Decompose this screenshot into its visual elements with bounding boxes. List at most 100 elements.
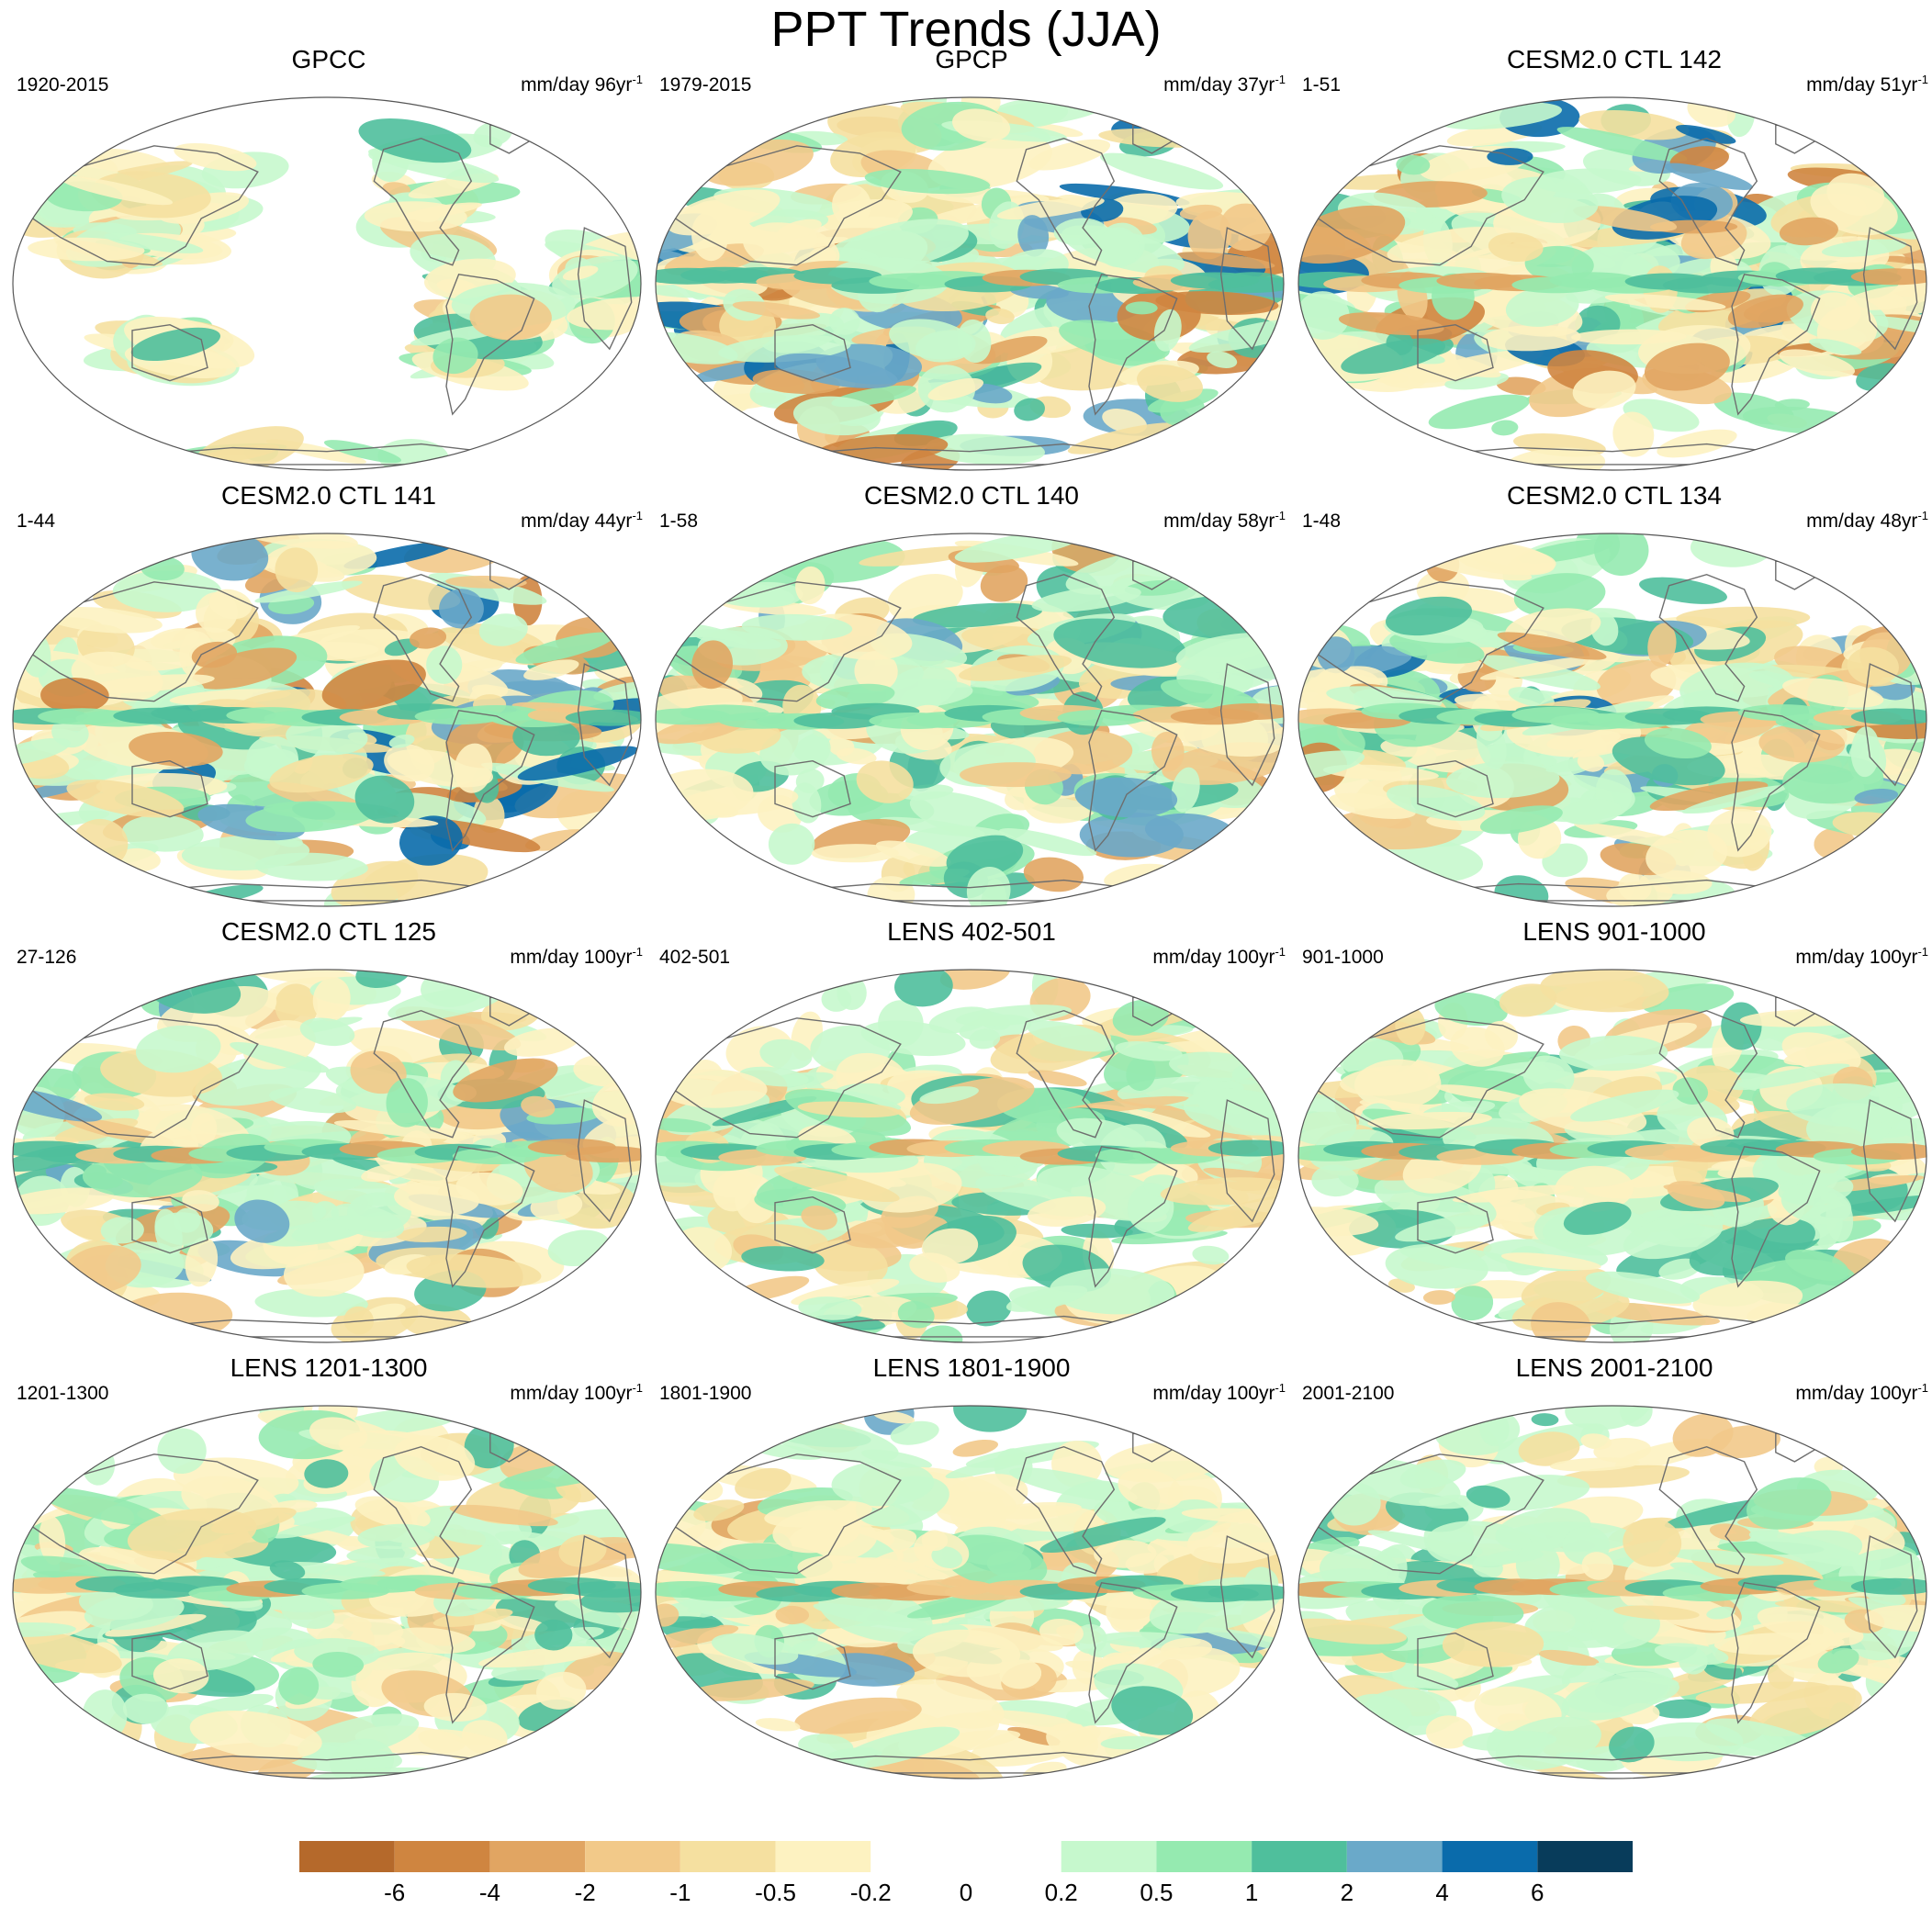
robinson-map — [12, 1405, 642, 1779]
trend-blob — [1749, 1685, 1862, 1737]
colorbar-tick-label: -2 — [574, 1879, 596, 1906]
trend-blob — [275, 1562, 386, 1577]
trend-blob — [941, 1534, 1048, 1588]
trend-blob — [797, 1101, 901, 1118]
trend-blob — [1435, 1084, 1529, 1103]
colorbar-swatch — [680, 1841, 776, 1872]
trend-blob — [1672, 1413, 1734, 1457]
panel-period: 1801-1900 — [659, 1383, 752, 1404]
trend-blob — [912, 602, 1043, 628]
trend-blob — [775, 1605, 810, 1625]
trend-blob — [304, 1459, 349, 1488]
trend-blob — [1850, 726, 1881, 778]
panel-title: GPCC — [291, 45, 366, 73]
trend-blob — [13, 1622, 76, 1637]
trend-blob — [988, 1501, 1082, 1520]
colorbar-tick-label: -1 — [669, 1879, 691, 1906]
panel-title: LENS 1201-1300 — [230, 1353, 428, 1382]
trend-blob — [1477, 1198, 1536, 1223]
panel-period: 1979-2015 — [659, 74, 752, 95]
trend-field — [656, 1406, 1284, 1779]
trend-blob — [864, 169, 991, 195]
trend-blob — [1748, 1530, 1868, 1566]
trend-blob — [875, 840, 951, 867]
trend-blob — [323, 440, 402, 464]
coastline — [1016, 137, 1116, 266]
trend-blob — [193, 426, 304, 470]
coastline — [1775, 118, 1821, 154]
trend-blob — [1531, 1413, 1559, 1427]
trend-blob — [517, 746, 639, 781]
robinson-map — [1297, 533, 1927, 907]
map-border — [655, 969, 1285, 1343]
trend-blob — [121, 814, 204, 852]
trend-blob — [1160, 1637, 1213, 1660]
coastline — [17, 145, 259, 266]
itcz-band-segment — [565, 1146, 641, 1163]
trend-blob — [1706, 1606, 1735, 1620]
trend-blob — [343, 1306, 374, 1335]
trend-blob — [1612, 411, 1655, 457]
trend-blob — [1176, 252, 1275, 269]
panel-units: mm/day 48yr-1 — [1806, 504, 1928, 533]
trend-blob — [1317, 636, 1355, 674]
coastline — [1862, 1535, 1918, 1659]
coastline — [1862, 663, 1918, 787]
trend-blob — [656, 1624, 739, 1649]
trend-field — [1298, 97, 1926, 470]
itcz-band-segment — [1208, 1139, 1284, 1157]
trend-blob — [1338, 312, 1444, 336]
trend-blob — [1137, 365, 1203, 402]
trend-blob — [1476, 720, 1507, 769]
trend-blob — [157, 1428, 207, 1475]
trend-blob — [955, 1005, 1073, 1027]
trend-blob — [1782, 678, 1884, 708]
trend-blob — [996, 196, 1105, 220]
trend-blob — [399, 815, 463, 866]
colorbar-tick-label: 0 — [959, 1879, 973, 1906]
trend-blob — [478, 1645, 606, 1668]
trend-blob — [362, 1303, 406, 1322]
trend-blob — [13, 737, 71, 766]
trend-blob — [1497, 632, 1607, 660]
trend-blob — [1050, 1268, 1174, 1315]
robinson-map — [655, 96, 1285, 471]
coastline — [1775, 555, 1821, 590]
colorbar-tick-label: 2 — [1340, 1879, 1354, 1906]
trend-blob — [350, 1050, 407, 1094]
trend-field — [1298, 970, 1926, 1342]
coastline — [660, 145, 902, 266]
coastline — [660, 581, 902, 702]
trend-blob — [1500, 1252, 1601, 1271]
panel-units: mm/day 100yr-1 — [510, 1376, 643, 1406]
colorbar-swatch — [775, 1841, 871, 1872]
trend-blob — [321, 659, 426, 711]
panel-grid: GPCC 1920-2015 mm/day 96yr-1 GPCP 1979-2015 m… — [12, 45, 1928, 1779]
trend-blob — [432, 1608, 513, 1627]
trend-blob — [1494, 875, 1549, 906]
trend-blob — [1410, 349, 1544, 383]
trend-blob — [1466, 1485, 1511, 1509]
coastline — [1219, 227, 1275, 351]
trend-blob — [453, 1058, 558, 1103]
map-border — [12, 1405, 642, 1779]
trend-blob — [245, 801, 375, 833]
trend-field — [13, 1406, 641, 1779]
trend-blob — [926, 433, 1046, 466]
trend-blob — [1028, 1070, 1087, 1087]
trend-blob — [966, 867, 1011, 906]
trend-blob — [1499, 983, 1557, 1017]
trend-field — [656, 970, 1284, 1342]
coastline — [131, 323, 208, 382]
trend-blob — [1188, 318, 1284, 354]
trend-blob — [1491, 420, 1519, 436]
trend-blob — [1675, 125, 1736, 144]
trend-blob — [1207, 351, 1238, 369]
coastline — [17, 581, 259, 702]
trend-blob — [1027, 1020, 1115, 1052]
trend-blob — [1570, 1089, 1679, 1122]
panel-units-exponent: -1 — [1275, 73, 1286, 86]
trend-blob — [1644, 342, 1730, 391]
coastline — [1658, 1445, 1758, 1575]
trend-blob — [1676, 606, 1811, 630]
